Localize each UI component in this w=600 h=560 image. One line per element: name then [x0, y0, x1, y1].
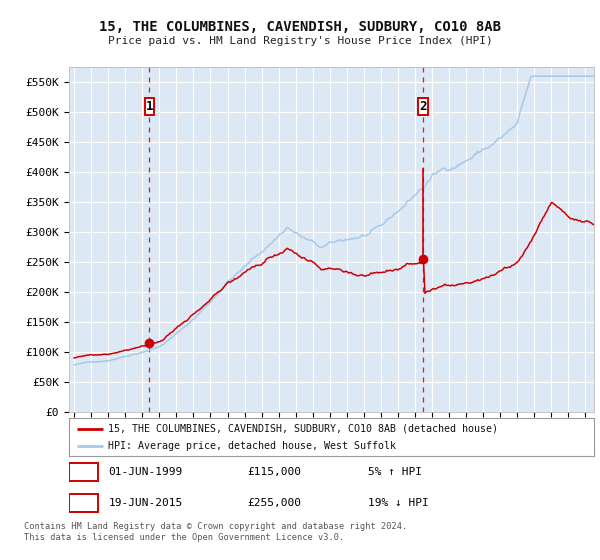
Text: HPI: Average price, detached house, West Suffolk: HPI: Average price, detached house, West…: [109, 441, 397, 451]
FancyBboxPatch shape: [145, 98, 154, 114]
FancyBboxPatch shape: [69, 463, 98, 481]
Text: 5% ↑ HPI: 5% ↑ HPI: [368, 467, 422, 477]
Text: £255,000: £255,000: [248, 498, 302, 508]
Text: 2: 2: [80, 496, 87, 509]
FancyBboxPatch shape: [69, 494, 98, 511]
Text: 01-JUN-1999: 01-JUN-1999: [109, 467, 182, 477]
Text: Price paid vs. HM Land Registry's House Price Index (HPI): Price paid vs. HM Land Registry's House …: [107, 36, 493, 46]
Text: 15, THE COLUMBINES, CAVENDISH, SUDBURY, CO10 8AB: 15, THE COLUMBINES, CAVENDISH, SUDBURY, …: [99, 20, 501, 34]
Text: 15, THE COLUMBINES, CAVENDISH, SUDBURY, CO10 8AB (detached house): 15, THE COLUMBINES, CAVENDISH, SUDBURY, …: [109, 424, 499, 434]
FancyBboxPatch shape: [418, 98, 428, 114]
Text: 2: 2: [419, 100, 427, 113]
Text: 1: 1: [80, 465, 87, 479]
Text: This data is licensed under the Open Government Licence v3.0.: This data is licensed under the Open Gov…: [24, 533, 344, 542]
Text: Contains HM Land Registry data © Crown copyright and database right 2024.: Contains HM Land Registry data © Crown c…: [24, 522, 407, 531]
Text: 19-JUN-2015: 19-JUN-2015: [109, 498, 182, 508]
Text: £115,000: £115,000: [248, 467, 302, 477]
Text: 1: 1: [146, 100, 153, 113]
Text: 19% ↓ HPI: 19% ↓ HPI: [368, 498, 429, 508]
